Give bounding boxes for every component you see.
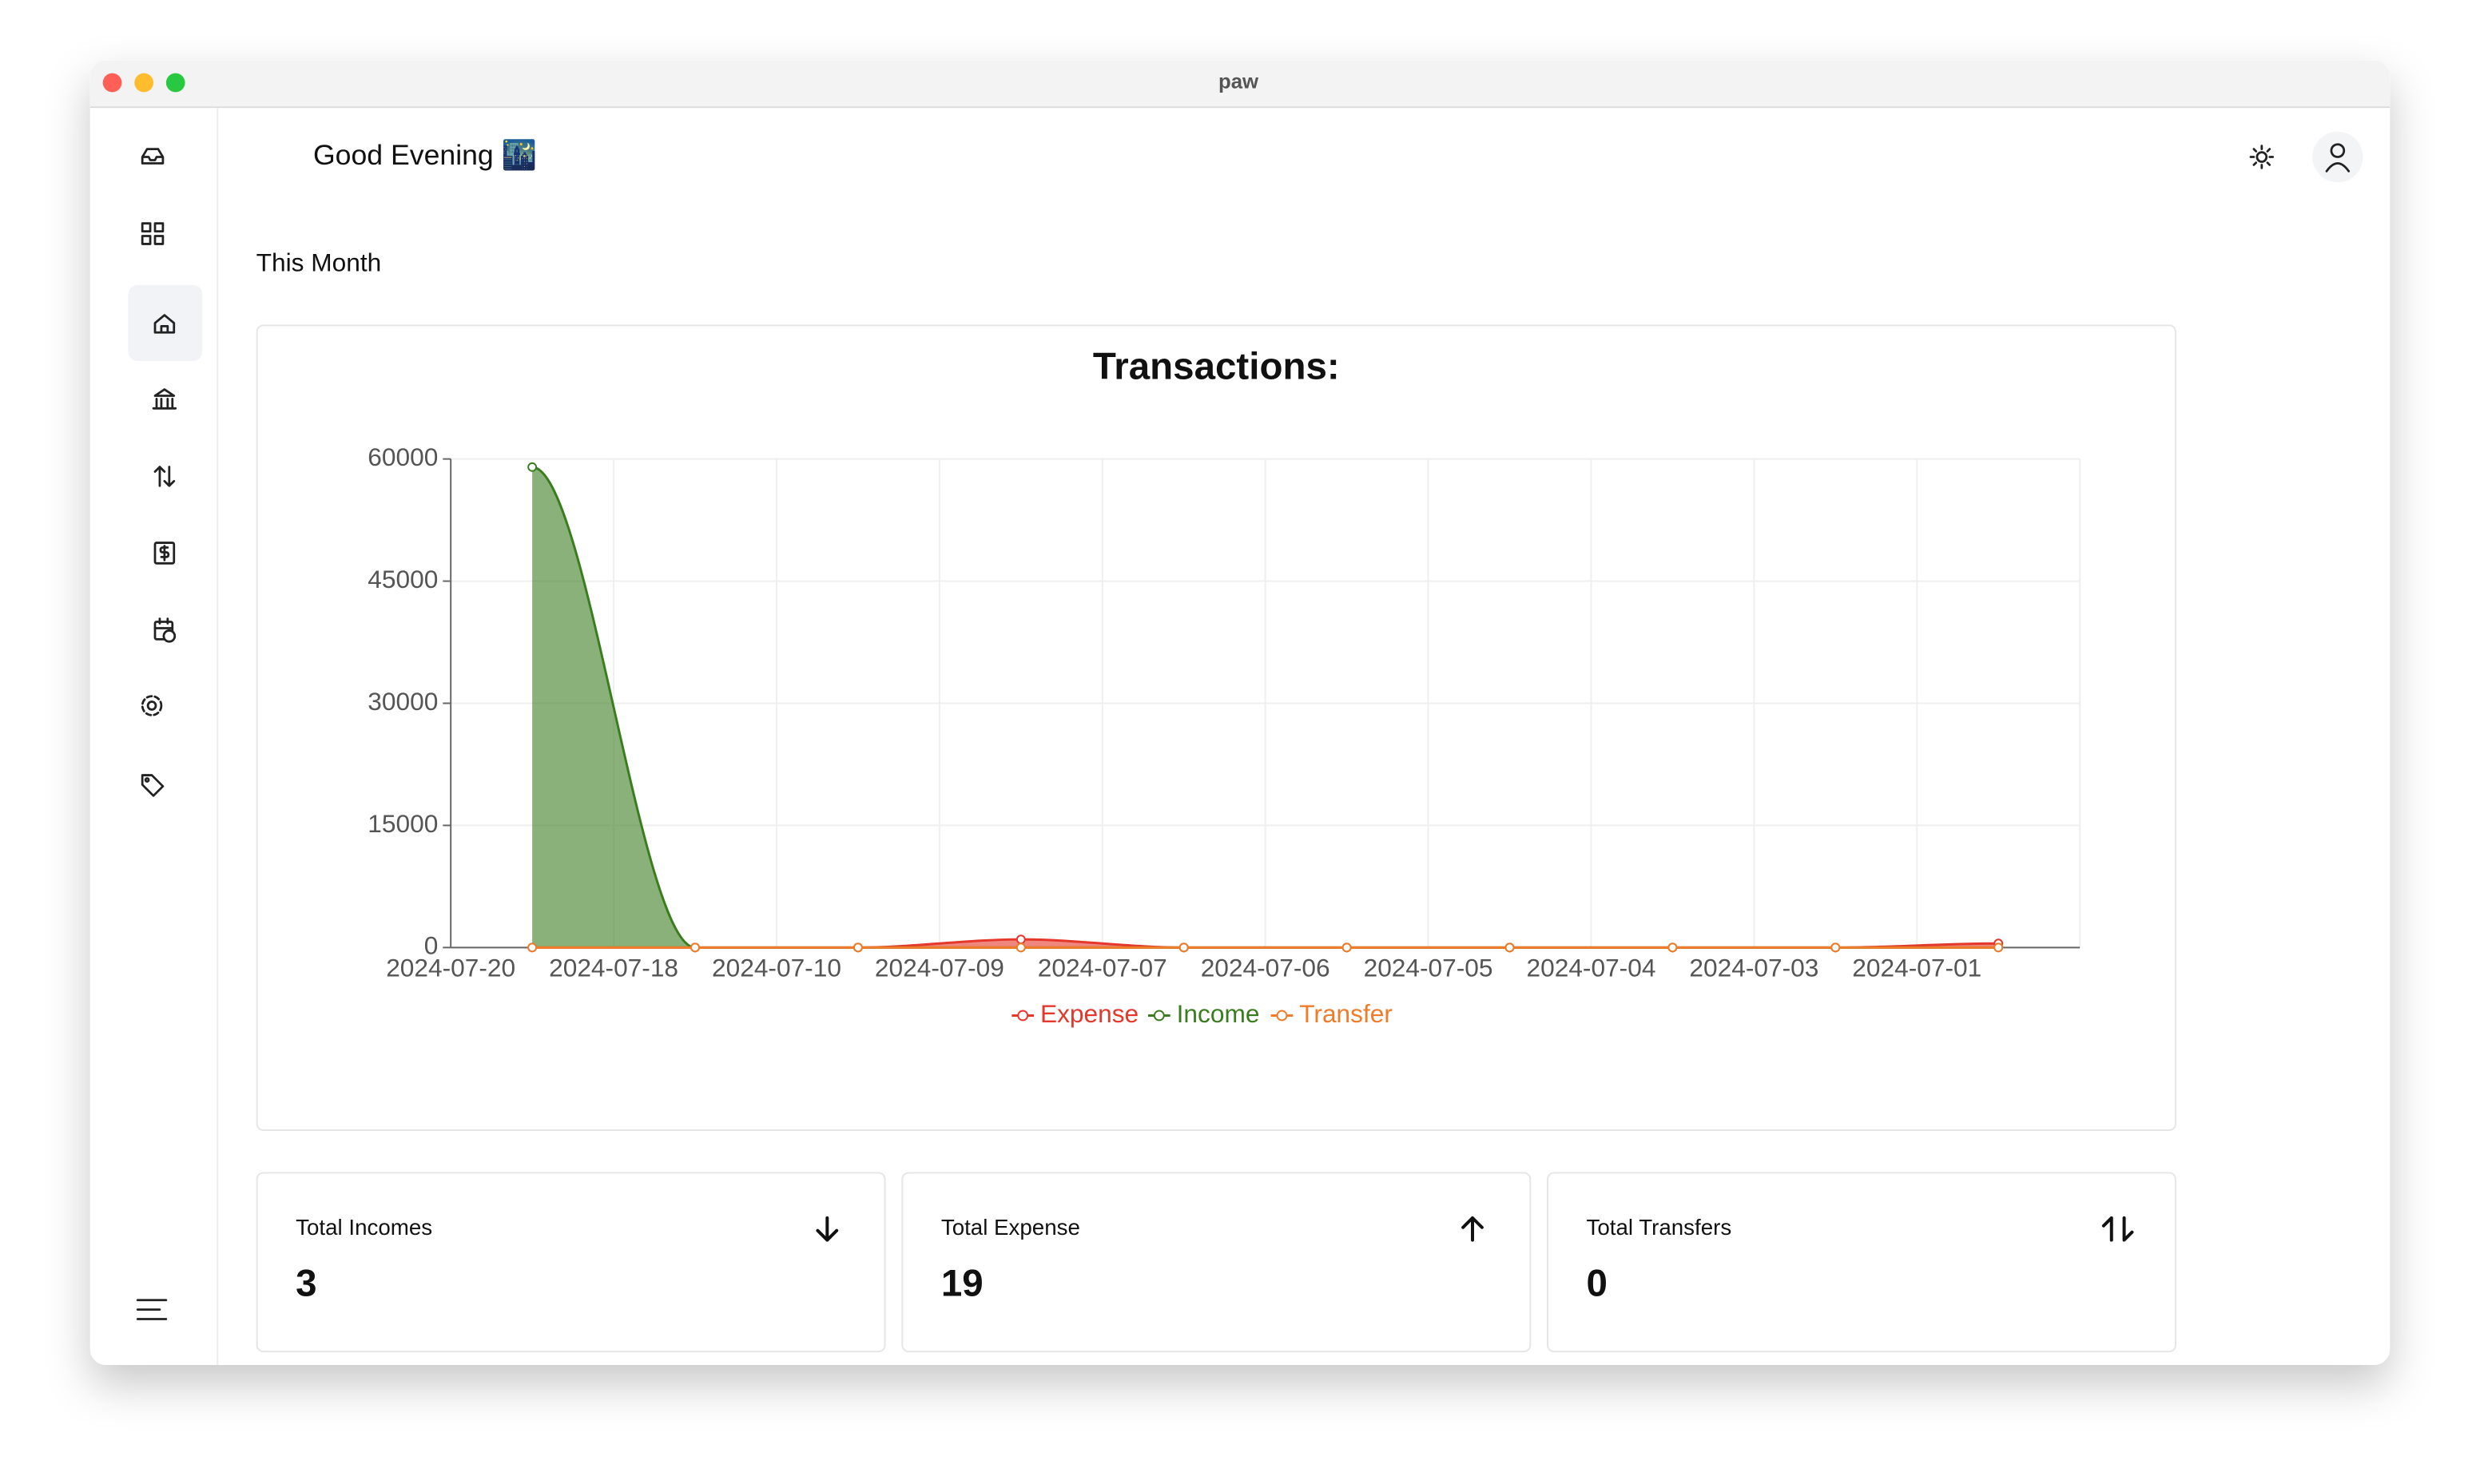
window-title: paw: [1218, 70, 1259, 93]
stat-card: [1547, 1172, 2176, 1353]
close-button[interactable]: [102, 73, 122, 93]
section-title: This Month: [256, 248, 382, 277]
bank-icon[interactable]: [152, 388, 177, 410]
chart-card: [256, 324, 2176, 1131]
chart: 0 15000 30000 45000 60000 2024-07-20 2024-07-1…: [368, 442, 2081, 1028]
sidebar: [128, 148, 203, 1320]
title-bar: [89, 60, 2391, 109]
legend-label: Transfer: [1299, 999, 1393, 1028]
home-icon[interactable]: [153, 314, 176, 334]
minimize-button[interactable]: [134, 73, 154, 93]
bill-icon[interactable]: [153, 542, 176, 565]
legend-swatch-dot: [1153, 1010, 1165, 1022]
x-tick-label: 2024-07-20: [386, 953, 515, 982]
y-tick-label: 60000: [368, 442, 438, 471]
x-tick-label: 2024-07-01: [1852, 953, 1981, 982]
x-tick-label: 2024-07-07: [1038, 953, 1167, 982]
data-point: [1015, 942, 1026, 953]
tag-icon[interactable]: [141, 774, 165, 797]
data-point: [1504, 942, 1515, 953]
data-point: [1667, 942, 1678, 953]
legend-swatch-dot: [1276, 1010, 1288, 1022]
active-nav[interactable]: [128, 284, 203, 361]
y-tick-label: 45000: [368, 565, 438, 593]
data-point: [1830, 942, 1841, 953]
stat-card: [256, 1172, 886, 1353]
legend-swatch-dot: [1017, 1010, 1029, 1022]
x-tick-label: 2024-07-10: [712, 953, 841, 982]
stat-label: Total Incomes: [296, 1215, 432, 1240]
data-point: [1178, 942, 1189, 953]
x-tick-label: 2024-07-03: [1689, 953, 1818, 982]
menu-icon[interactable]: [136, 1299, 168, 1320]
x-tick-label: 2024-07-04: [1527, 953, 1656, 982]
schedule-icon[interactable]: [153, 617, 177, 643]
stat-cards: Total Incomes 3 Total Expense 19 Total Trans…: [256, 1172, 2176, 1353]
y-tick-label: 30000: [368, 687, 438, 716]
inbox-icon[interactable]: [141, 148, 165, 165]
stat-card: [901, 1172, 1532, 1353]
chart-title: Transactions:: [1093, 345, 1340, 387]
y-tick-label: 0: [424, 931, 439, 960]
stat-label: Total Transfers: [1587, 1215, 1732, 1240]
legend-label: Income: [1177, 999, 1260, 1028]
stat-icon: [1461, 1216, 1484, 1242]
data-point: [527, 942, 538, 953]
stat-label: Total Expense: [941, 1215, 1080, 1240]
data-point: [1341, 942, 1352, 953]
transfer-icon[interactable]: [153, 466, 176, 487]
y-tick-label: 15000: [368, 809, 438, 838]
data-point: [1015, 934, 1026, 945]
data-point: [852, 942, 863, 953]
legend-label: Expense: [1040, 999, 1139, 1028]
dashboard-icon[interactable]: [141, 222, 165, 245]
stat-icon: [2101, 1216, 2134, 1242]
stat-value: 3: [296, 1263, 316, 1305]
x-tick-label: 2024-07-09: [875, 953, 1004, 982]
stat-value: 0: [1587, 1263, 1608, 1305]
theme-toggle[interactable]: [2249, 145, 2275, 169]
user-icon: [2325, 143, 2351, 173]
zoom-button[interactable]: [165, 73, 185, 93]
greeting: Good Evening 🌃: [313, 138, 537, 171]
data-point: [527, 462, 538, 472]
stat-value: 19: [941, 1263, 984, 1305]
settings-icon[interactable]: [141, 695, 163, 716]
x-tick-label: 2024-07-18: [549, 953, 678, 982]
x-tick-label: 2024-07-06: [1201, 953, 1330, 982]
x-tick-label: 2024-07-05: [1364, 953, 1493, 982]
data-point: [690, 942, 700, 953]
data-point: [1993, 942, 2004, 953]
stat-icon: [816, 1216, 839, 1242]
